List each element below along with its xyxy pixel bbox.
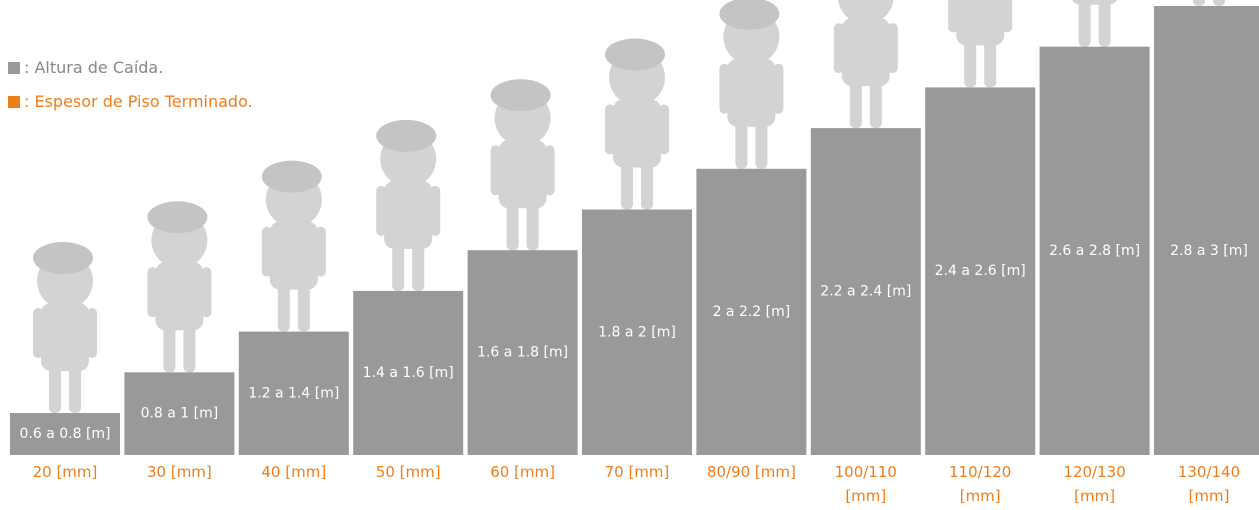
figure-leg [849, 78, 862, 129]
figure-leg [621, 159, 633, 210]
figure-arm [659, 104, 669, 155]
figure-leg [277, 281, 290, 332]
figure-arm [376, 185, 387, 236]
figure-hair [33, 242, 93, 274]
figure-body [41, 303, 89, 371]
bar [810, 128, 921, 455]
figure-arm [605, 104, 615, 155]
figure-arm [1002, 0, 1013, 33]
figure-leg [526, 200, 539, 251]
bar [238, 331, 349, 455]
figure-leg [1213, 0, 1225, 6]
figure-leg [297, 281, 310, 332]
legend-swatch [8, 95, 20, 108]
figure-hair [376, 119, 437, 152]
figure-leg [506, 200, 519, 251]
figure-body [1072, 0, 1118, 5]
figure-body [498, 140, 547, 209]
bar [467, 250, 578, 455]
figure-leg [984, 37, 997, 88]
legend-label: : Altura de Caída. [24, 58, 164, 77]
figure-leg [1098, 0, 1111, 47]
bar-label: 2.6 a 2.8 [m] [1049, 243, 1140, 259]
bar [353, 290, 464, 455]
bar-label: 1.2 a 1.4 [m] [248, 385, 339, 401]
thickness-label: 40 [mm] [261, 463, 327, 481]
figure-arm [147, 267, 158, 318]
figure-leg [392, 240, 405, 291]
figure-arm [201, 267, 212, 318]
thickness-label: 110/120 [mm] [949, 463, 1012, 505]
figure-body [841, 18, 890, 87]
thickness-label: 100/110 [mm] [834, 463, 897, 505]
figure-leg [49, 363, 61, 413]
figure-leg [641, 159, 653, 210]
figure-leg [1193, 0, 1205, 6]
figure-leg [163, 322, 176, 373]
thickness-label: 20 [mm] [32, 463, 98, 481]
figure-leg [412, 240, 425, 291]
bar-label: 1.4 a 1.6 [m] [363, 365, 454, 381]
figure-hair [719, 0, 780, 30]
bar-label: 1.6 a 1.8 [m] [477, 345, 568, 361]
figure-hair [490, 79, 551, 112]
figure-body [613, 99, 661, 168]
figure-arm [544, 145, 555, 196]
figure-leg [869, 78, 882, 129]
figure-arm [773, 63, 784, 114]
figure-head [838, 0, 894, 25]
legend-item: : Altura de Caída. [8, 58, 163, 77]
bar-label: 2.8 a 3 [m] [1170, 243, 1248, 259]
thickness-label: 120/130 [mm] [1063, 463, 1126, 505]
thickness-label: 30 [mm] [146, 463, 212, 481]
figure-arm [261, 226, 272, 277]
figure-arm [948, 0, 959, 33]
figure-arm [33, 308, 43, 358]
figure-arm [87, 308, 97, 358]
figure-body [384, 180, 433, 249]
legend-item: : Espesor de Piso Terminado. [8, 92, 253, 111]
bar [1154, 6, 1259, 455]
bar [925, 87, 1036, 456]
thickness-label: 80/90 [mm] [706, 463, 796, 481]
figure-arm [315, 226, 326, 277]
figure-leg [69, 363, 81, 413]
figure-leg [1078, 0, 1091, 47]
thickness-label: 70 [mm] [604, 463, 670, 481]
bar [124, 372, 235, 455]
figure-leg [735, 118, 748, 169]
thickness-label: 50 [mm] [375, 463, 441, 481]
thickness-label: 130/140 [mm] [1177, 463, 1241, 505]
bar-label: 2.2 a 2.4 [m] [820, 284, 911, 300]
figure-hair [605, 38, 665, 71]
figure-arm [490, 145, 501, 196]
legend-label: : Espesor de Piso Terminado. [24, 92, 253, 111]
figure-leg [183, 322, 196, 373]
figure-arm [719, 63, 730, 114]
figure-body [269, 221, 318, 290]
bar [582, 209, 692, 455]
bar [696, 168, 807, 456]
figure-body [956, 0, 1005, 46]
figure-hair [147, 201, 208, 234]
figure-arm [833, 23, 844, 74]
figure-body [155, 262, 204, 331]
thickness-label: 60 [mm] [490, 463, 555, 481]
bar [10, 413, 120, 455]
bar-label: 1.8 a 2 [m] [598, 324, 676, 340]
legend-swatch [8, 61, 20, 74]
bar [1039, 46, 1150, 455]
bar-label: 0.8 a 1 [m] [141, 406, 219, 422]
figure-leg [964, 37, 977, 88]
bar-label: 2.4 a 2.6 [m] [935, 263, 1026, 279]
figure-arm [430, 185, 441, 236]
figure-body [727, 58, 776, 127]
figure-hair [261, 160, 322, 193]
bar-label: 2 a 2.2 [m] [713, 304, 791, 320]
figure-leg [755, 118, 768, 169]
figure-arm [887, 23, 898, 74]
bar-label: 0.6 a 0.8 [m] [19, 426, 110, 442]
